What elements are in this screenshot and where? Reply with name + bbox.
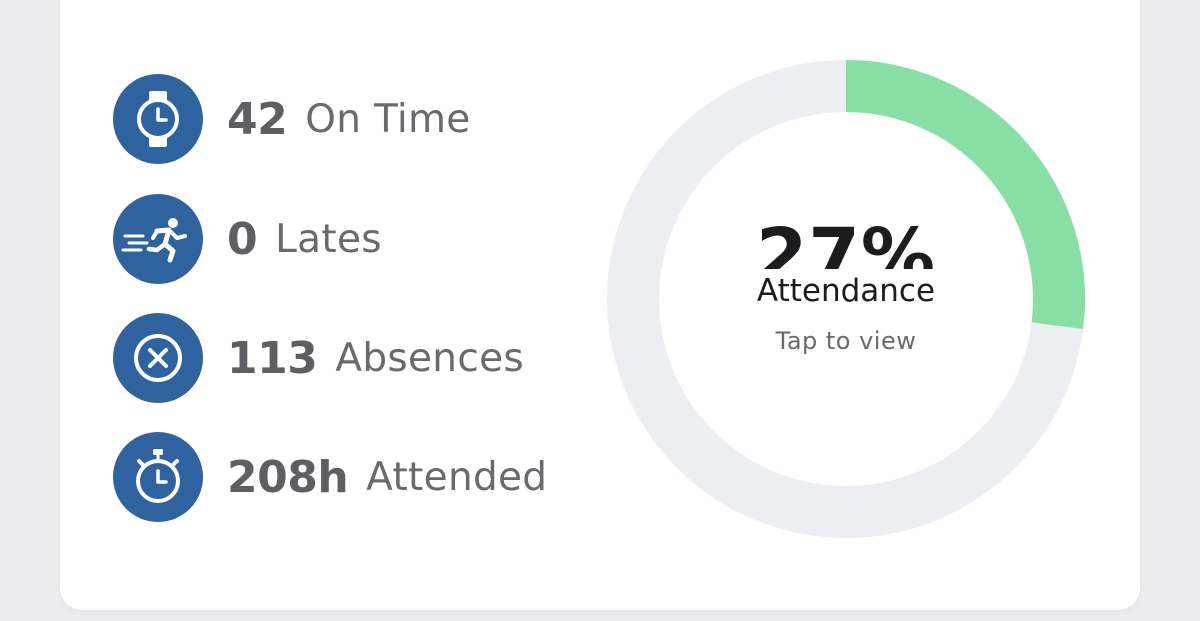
x-circle-icon [113,313,203,403]
attendance-donut[interactable]: 27% Attendance Tap to view [606,59,1086,539]
percent-clip: 27% [696,207,996,269]
stat-row-attended: 208h Attended [113,432,547,522]
donut-center: 27% Attendance Tap to view [606,59,1086,539]
on-time-count: 42 [227,93,288,145]
stat-row-lates: 0 Lates [113,194,382,284]
attendance-percent: 27% [755,213,937,269]
attended-label: Attended [366,454,548,500]
attendance-label: Attendance [756,273,936,309]
stat-row-absences: 113 Absences [113,313,524,403]
tap-to-view-hint[interactable]: Tap to view [775,327,917,355]
on-time-label: On Time [305,96,471,142]
donut-svg [607,60,1085,538]
watch-icon [113,74,203,164]
running-person-icon [113,194,203,284]
donut-progress-arc [845,60,1085,329]
stat-row-on-time: 42 On Time [113,74,471,164]
attended-hours: 208h [227,451,349,503]
lates-label: Lates [275,216,382,262]
lates-count: 0 [227,213,258,265]
absences-label: Absences [335,335,524,381]
stopwatch-icon [113,432,203,522]
absences-count: 113 [227,332,318,384]
